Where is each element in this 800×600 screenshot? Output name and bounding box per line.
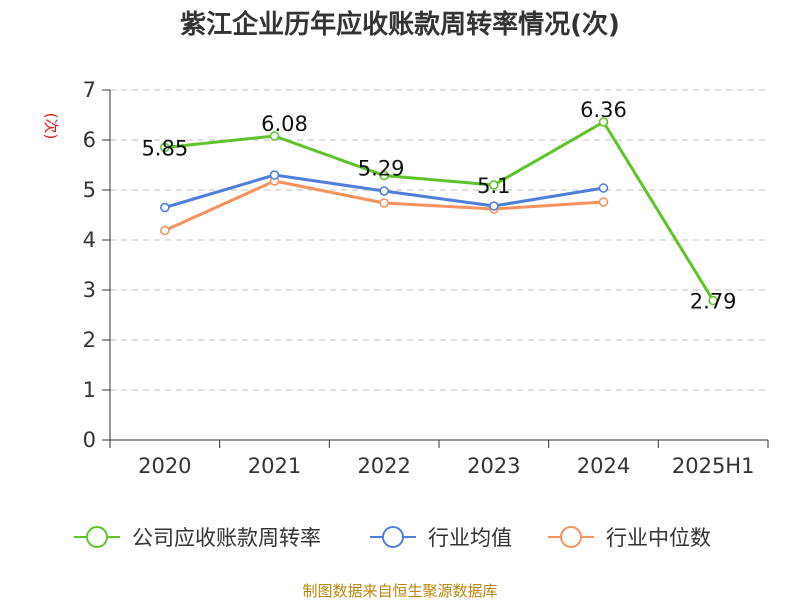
x-tick-label: 2024: [577, 454, 630, 478]
chart-title: 紫江企业历年应收账款周转率情况(次): [180, 9, 620, 40]
data-point-1-1: [269, 170, 280, 180]
x-ticks: 2020 2021 2022 2023 2024 2025H1: [109, 440, 769, 478]
y-tick-label: 3: [83, 278, 96, 302]
data-label: 6.36: [580, 98, 627, 122]
data-label: 5.1: [477, 174, 510, 198]
legend-item-0[interactable]: 公司应收账款周转率: [74, 526, 321, 550]
data-labels: 5.85 6.08 5.29 5.1 6.36 2.79: [141, 98, 736, 314]
data-label: 6.08: [261, 112, 308, 136]
legend-marker: [86, 526, 108, 548]
data-point-0-2: [379, 170, 389, 181]
legend-label: 公司应收账款周转率: [132, 526, 321, 550]
legend-label: 行业均值: [428, 526, 512, 550]
source-note: 制图数据来自恒生聚源数据库: [302, 582, 497, 600]
data-point-1-2: [379, 186, 389, 196]
y-tick-label: 5: [83, 178, 96, 202]
data-label: 5.29: [358, 157, 405, 181]
y-ticks: 0 1 2 3 4 5 6 7: [83, 78, 110, 452]
data-point-1-0: [160, 202, 170, 213]
x-tick-label: 2025H1: [672, 454, 755, 478]
y-tick-label: 2: [83, 328, 96, 352]
legend-label: 行业中位数: [606, 526, 711, 550]
data-point-0-1: [269, 131, 280, 141]
y-tick-label: 4: [83, 228, 96, 252]
data-point-2-4: [598, 197, 609, 207]
series-line-0: [164, 120, 715, 302]
legend-item-1[interactable]: 行业均值: [370, 526, 512, 550]
x-tick-label: 2023: [467, 454, 520, 478]
grid-lines: [110, 89, 768, 391]
data-point-2-0: [160, 225, 170, 236]
legend-marker: [382, 526, 404, 548]
y-tick-label: 6: [83, 128, 96, 152]
y-tick-label: 0: [83, 428, 96, 452]
y-tick-label: 7: [83, 78, 96, 102]
y-tick-label: 1: [83, 378, 96, 402]
y-axis-label: (次): [42, 113, 60, 140]
legend[interactable]: 公司应收账款周转率 行业均值 行业中位数: [74, 526, 711, 550]
data-label: 5.85: [141, 137, 188, 161]
data-point-0-3: [489, 180, 499, 190]
x-tick-label: 2020: [138, 454, 191, 478]
data-point-0-0: [160, 142, 170, 153]
x-tick-label: 2022: [357, 454, 410, 478]
legend-marker: [560, 526, 582, 548]
x-tick-label: 2021: [248, 454, 301, 478]
data-point-2-2: [379, 198, 389, 208]
data-point-0-5: [708, 295, 718, 306]
legend-item-2[interactable]: 行业中位数: [548, 526, 711, 550]
data-point-1-3: [489, 201, 499, 211]
data-label: 2.79: [690, 290, 737, 314]
series-group: [160, 117, 718, 306]
data-point-0-4: [598, 117, 609, 127]
data-point-1-4: [598, 183, 609, 193]
